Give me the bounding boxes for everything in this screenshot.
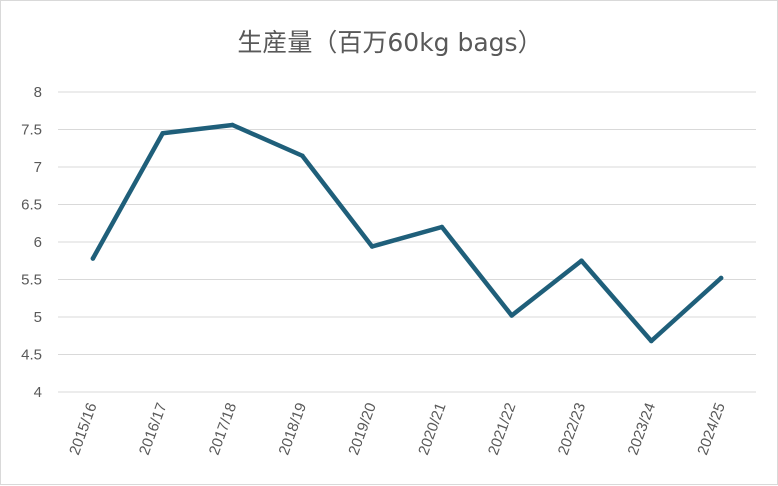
x-tick-label: 2018/19 — [276, 401, 311, 458]
x-tick-label: 2022/23 — [555, 401, 590, 458]
chart-title: 生産量（百万60kg bags） — [237, 28, 542, 57]
x-tick-label: 2020/21 — [415, 401, 450, 458]
y-tick-label: 8 — [34, 84, 42, 101]
data-point — [90, 256, 96, 261]
data-point — [300, 153, 305, 158]
y-tick-label: 5.5 — [21, 272, 42, 289]
data-point — [439, 224, 445, 230]
data-point — [649, 338, 654, 344]
x-tick-label: 2024/25 — [694, 401, 729, 458]
y-tick-label: 6.5 — [21, 197, 42, 214]
y-tick-label: 4 — [34, 384, 42, 401]
x-tick-label: 2015/16 — [66, 401, 101, 458]
series-layer — [90, 122, 724, 344]
y-tick-label: 7.5 — [21, 122, 42, 139]
data-point — [369, 244, 375, 249]
data-point — [230, 122, 235, 128]
x-axis-tick-labels: 2015/16 2016/17 2017/18 2018/19 2019/20 2020/… — [66, 401, 729, 458]
x-tick-label: 2019/20 — [345, 401, 380, 458]
data-point — [718, 275, 724, 281]
data-point — [509, 313, 514, 318]
y-axis-tick-labels: 4 4.5 5 5.5 6 6.5 7 7.5 8 — [21, 84, 42, 401]
gridlines — [58, 91, 756, 393]
y-tick-label: 6 — [34, 234, 42, 251]
data-point — [160, 131, 165, 136]
x-tick-label: 2021/22 — [485, 401, 520, 458]
y-tick-label: 5 — [34, 309, 42, 326]
data-point — [579, 258, 584, 263]
x-tick-label: 2016/17 — [136, 401, 171, 458]
x-tick-label: 2023/24 — [625, 401, 660, 458]
y-tick-label: 4.5 — [21, 347, 42, 364]
x-tick-label: 2017/18 — [206, 401, 241, 458]
y-tick-label: 7 — [34, 159, 42, 176]
series-line — [90, 122, 724, 344]
